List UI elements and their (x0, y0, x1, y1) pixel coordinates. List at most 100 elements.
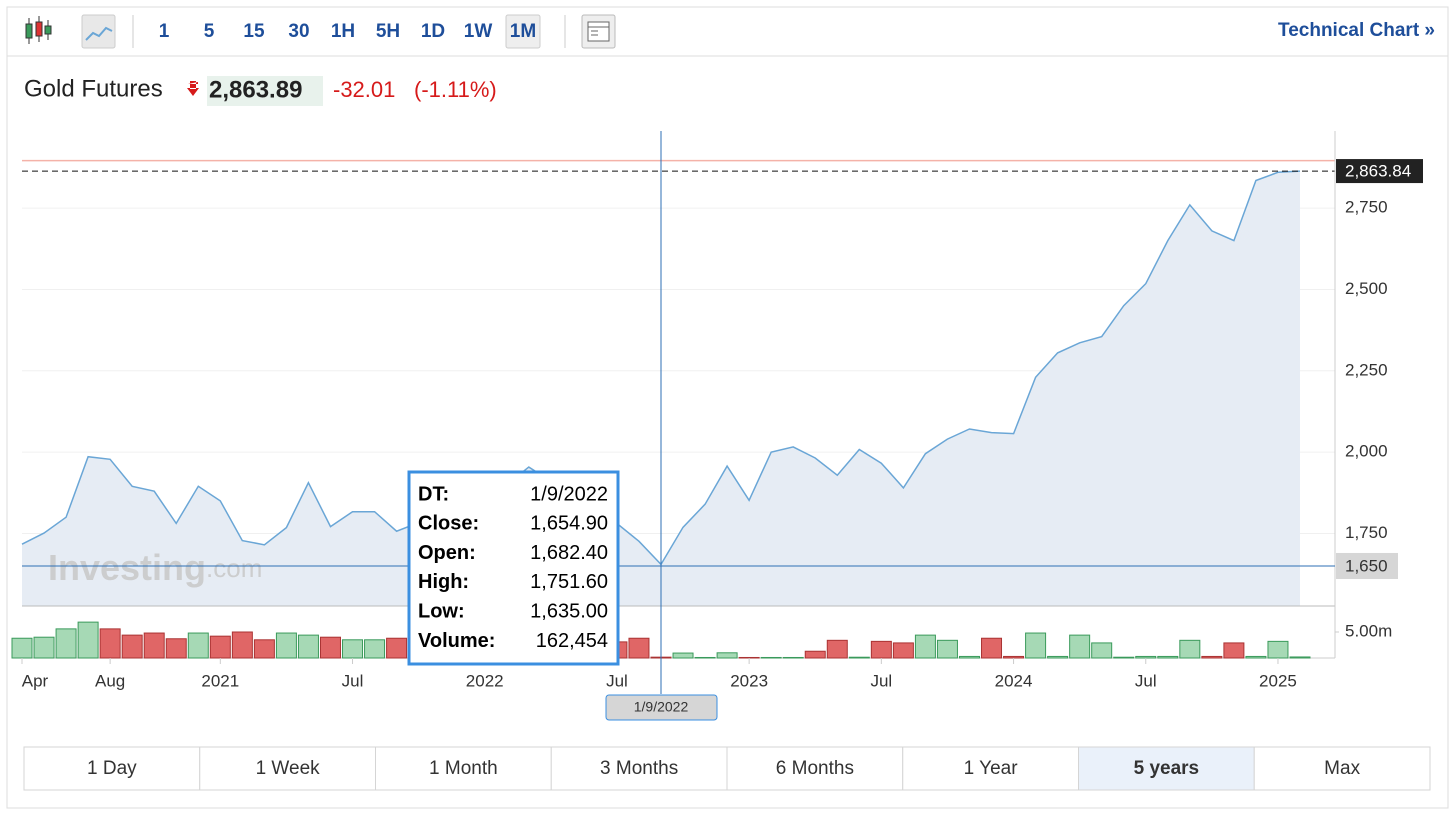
volume-bar (760, 656, 782, 659)
interval-button[interactable]: 30 (288, 21, 309, 42)
volume-bar (1135, 655, 1157, 659)
watermark-suffix: .com (206, 553, 262, 583)
tooltip-value: 162,454 (536, 630, 608, 652)
volume-bar (33, 636, 55, 659)
price-area (22, 171, 1300, 606)
volume-bar (694, 656, 716, 659)
volume-bar (981, 637, 1003, 659)
interval-button[interactable]: 1W (464, 21, 493, 42)
volume-bar (99, 628, 121, 659)
technical-chart-link[interactable]: Technical Chart » (1278, 20, 1435, 41)
volume-bar (275, 632, 297, 659)
volume-bar (253, 639, 275, 659)
interval-button[interactable]: 15 (243, 21, 265, 42)
crosshair-x-badge (605, 694, 718, 721)
range-button[interactable] (1078, 746, 1255, 791)
tooltip-label: Low: (418, 600, 465, 622)
range-label[interactable]: 6 Months (776, 758, 854, 779)
range-button[interactable] (23, 746, 201, 791)
range-button[interactable] (199, 746, 376, 791)
x-tick-label: Aug (95, 671, 125, 690)
range-button[interactable] (726, 746, 904, 791)
range-button[interactable] (902, 746, 1079, 791)
volume-bar (936, 639, 958, 659)
volume-bar (143, 632, 165, 659)
volume-bar (1047, 655, 1069, 659)
interval-button[interactable]: 1 (159, 21, 170, 42)
range-button[interactable] (550, 746, 728, 791)
volume-bar (1113, 656, 1135, 659)
tooltip-box (407, 470, 620, 666)
x-tick-label: 2025 (1259, 671, 1297, 690)
volume-bar (386, 637, 408, 659)
range-label[interactable]: Max (1324, 758, 1360, 779)
volume-bar (209, 635, 231, 659)
interval-button[interactable]: 5H (376, 21, 400, 42)
last-price-badge (1336, 159, 1423, 184)
last-price-label: 2,863.84 (1345, 162, 1411, 181)
crosshair-y-label: 1,650 (1345, 556, 1388, 575)
y-tick-label: 2,500 (1345, 279, 1388, 298)
volume-bar (672, 652, 694, 659)
layout-icon[interactable] (581, 14, 616, 49)
tooltip-label: Volume: (418, 630, 495, 652)
volume-bar (77, 621, 99, 659)
interval-button[interactable]: 1H (331, 21, 355, 42)
volume-bar (782, 656, 804, 659)
tooltip-value: 1,654.90 (530, 513, 608, 535)
tooltip-label: DT: (418, 483, 449, 505)
range-label[interactable]: 5 years (1134, 758, 1200, 779)
x-tick-label: Jul (606, 671, 628, 690)
x-tick-label: Jul (870, 671, 892, 690)
volume-bar (1223, 642, 1245, 659)
volume-bar (319, 636, 341, 659)
interval-button[interactable]: 1M (510, 21, 536, 42)
volume-bar (342, 639, 364, 659)
instrument-name: Gold Futures (24, 75, 163, 102)
range-label[interactable]: 1 Week (256, 758, 321, 779)
volume-bar (804, 650, 826, 659)
x-tick-label: 2021 (201, 671, 239, 690)
range-label[interactable]: 3 Months (600, 758, 678, 779)
volume-bar (11, 637, 33, 659)
range-button[interactable] (1253, 746, 1431, 791)
range-label[interactable]: 1 Year (964, 758, 1019, 779)
volume-bar (231, 631, 253, 659)
range-label[interactable]: 1 Day (87, 758, 137, 779)
x-tick-label: 2024 (995, 671, 1033, 690)
tooltip-value: 1,635.00 (530, 600, 608, 622)
tooltip-label: Open: (418, 542, 476, 564)
y-tick-label: 2,250 (1345, 360, 1388, 379)
x-tick-label: 2023 (730, 671, 768, 690)
volume-bar (364, 639, 386, 659)
crosshair-x-label: 1/9/2022 (634, 699, 689, 715)
change: -32.01 (333, 77, 395, 102)
price-highlight (207, 76, 323, 106)
volume-bar (1069, 634, 1091, 659)
range-button[interactable] (375, 746, 552, 791)
volume-bar (1025, 632, 1047, 659)
volume-bar (1245, 655, 1267, 659)
range-label[interactable]: 1 Month (429, 758, 498, 779)
volume-bar (165, 638, 187, 659)
tooltip-value: 1,751.60 (530, 571, 608, 593)
tooltip-value: 1/9/2022 (530, 483, 608, 505)
candle-icon[interactable] (25, 16, 52, 44)
volume-bar (55, 628, 77, 659)
tooltip-label: Close: (418, 513, 479, 535)
volume-bar (738, 656, 760, 659)
interval-button[interactable]: 1D (421, 21, 445, 42)
volume-bar (1091, 642, 1113, 659)
down-arrow (187, 81, 199, 96)
volume-bar (892, 642, 914, 659)
volume-bar (826, 639, 848, 659)
area-icon[interactable] (81, 14, 116, 49)
volume-tick-label: 5.00m (1345, 621, 1392, 640)
volume-bar (914, 634, 936, 659)
tooltip-label: High: (418, 571, 469, 593)
volume-bar (187, 632, 209, 659)
x-tick-label: 2022 (466, 671, 504, 690)
interval-button[interactable]: 5 (204, 21, 215, 42)
watermark-text: Investing (48, 547, 206, 588)
